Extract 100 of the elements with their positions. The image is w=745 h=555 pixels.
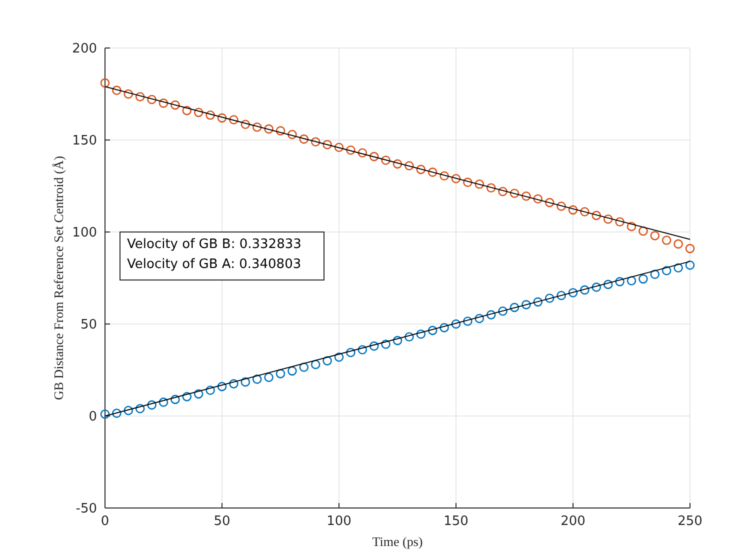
- x-axis-title: Time (ps): [372, 534, 423, 549]
- point: [299, 362, 309, 372]
- point: [392, 336, 402, 346]
- point: [615, 277, 624, 286]
- point: [240, 120, 250, 130]
- point: [194, 108, 204, 118]
- point: [650, 270, 660, 279]
- x-tick-label: 0: [100, 514, 110, 529]
- y-tick-label: 200: [72, 42, 97, 56]
- point: [170, 394, 180, 404]
- point: [662, 236, 672, 245]
- point: [603, 214, 613, 224]
- point: [124, 89, 134, 99]
- point: [229, 379, 238, 388]
- point: [322, 140, 332, 150]
- point: [158, 398, 168, 407]
- point: [147, 400, 156, 410]
- point: [498, 186, 508, 196]
- point: [334, 142, 344, 152]
- point: [124, 406, 134, 416]
- point: [416, 329, 426, 339]
- point: [674, 263, 683, 273]
- point: [510, 188, 520, 198]
- point: [194, 389, 204, 399]
- point: [556, 290, 566, 300]
- point: [486, 183, 496, 192]
- point: [310, 360, 320, 370]
- point: [556, 202, 566, 211]
- y-tick-label: 0: [88, 410, 97, 424]
- point: [264, 372, 274, 382]
- point: [416, 164, 426, 174]
- point: [463, 178, 472, 187]
- point: [310, 137, 320, 146]
- point: [276, 369, 286, 378]
- point: [358, 148, 368, 158]
- point: [206, 110, 215, 120]
- point: [626, 276, 636, 286]
- point: [334, 352, 344, 362]
- point: [358, 345, 368, 354]
- point: [252, 374, 262, 384]
- point: [440, 323, 449, 332]
- point: [112, 86, 122, 95]
- point: [288, 366, 297, 376]
- point: [428, 168, 438, 177]
- point: [592, 210, 602, 220]
- point: [544, 294, 554, 303]
- point: [662, 266, 672, 276]
- point: [299, 134, 309, 144]
- point: [451, 174, 461, 184]
- point: [510, 302, 520, 312]
- point: [638, 226, 648, 236]
- point: [369, 152, 379, 162]
- point: [276, 126, 286, 136]
- point: [381, 156, 390, 165]
- point: [685, 244, 695, 254]
- point: [112, 408, 122, 418]
- point: [100, 410, 110, 419]
- point: [533, 297, 543, 307]
- point: [638, 274, 648, 284]
- point: [322, 356, 332, 366]
- point: [568, 288, 578, 298]
- point: [522, 300, 531, 310]
- point: [346, 145, 356, 155]
- point: [288, 130, 297, 140]
- y-tick-label: 150: [72, 134, 97, 148]
- x-tick-label: 150: [444, 514, 468, 529]
- point: [674, 239, 683, 249]
- x-tick-label: 250: [678, 514, 702, 529]
- x-tick-label: 200: [560, 514, 586, 529]
- point: [428, 326, 438, 336]
- point: [626, 222, 636, 232]
- point: [369, 341, 379, 351]
- point: [568, 205, 578, 215]
- point: [533, 194, 543, 204]
- point: [463, 316, 472, 326]
- point: [135, 92, 145, 102]
- point: [474, 314, 484, 324]
- annotation: Velocity of GB A: 0.340803: [127, 257, 302, 272]
- point: [135, 404, 145, 414]
- point: [100, 78, 110, 88]
- point: [451, 319, 461, 329]
- point: [603, 280, 613, 290]
- y-tick-label: 50: [80, 318, 97, 332]
- point: [206, 386, 215, 395]
- point: [474, 180, 484, 189]
- point: [346, 348, 356, 358]
- annotation: Velocity of GB B: 0.332833: [127, 237, 302, 252]
- point: [182, 106, 192, 116]
- point: [229, 115, 238, 124]
- point: [404, 161, 414, 170]
- x-tick-label: 50: [214, 514, 230, 529]
- point: [615, 217, 624, 227]
- point: [264, 124, 274, 134]
- point: [685, 260, 695, 270]
- point: [544, 198, 554, 208]
- point: [170, 100, 180, 110]
- x-tick-label: 100: [326, 514, 352, 529]
- point: [580, 207, 590, 216]
- point: [147, 94, 156, 104]
- point: [240, 377, 250, 387]
